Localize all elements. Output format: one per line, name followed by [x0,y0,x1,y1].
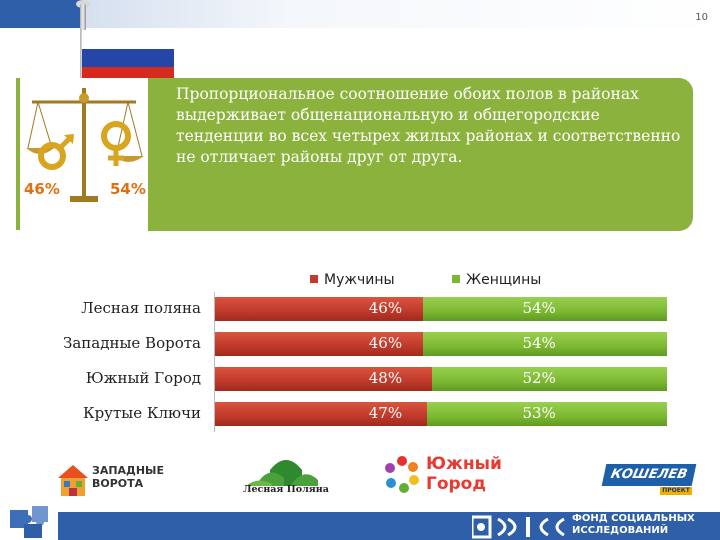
legend-item-female: Женщины [452,272,541,288]
logo-zapadnye-line2: ВОРОТА [92,477,144,490]
top-band [0,0,720,28]
bar-male [215,367,432,391]
footer-bar [58,512,720,540]
legend-swatch-male [310,275,318,283]
logo-yuzhny-line2: Город [426,474,487,494]
legend-label-female: Женщины [466,272,542,288]
bar-data-label: 46% [368,299,403,317]
female-percent: 54% [110,180,146,198]
footer-line1: ФОНД СОЦИАЛЬНЫХ [572,513,695,524]
callout-text: Пропорциональное соотношение обоих полов… [176,85,681,166]
top-left-block [0,0,82,28]
bar-female [431,367,667,391]
legend-item-male: Мужчины [310,272,395,288]
category-label: Южный Город [85,369,201,387]
callout-box [148,78,693,231]
category-label: Западные Ворота [63,334,201,352]
fso-logo-icon [472,515,565,539]
logo-zapadnye-line1: ЗАПАДНЫЕ [92,464,164,477]
page-number: 10 [695,12,708,23]
legend-swatch-female [452,275,460,283]
bar-data-label: 52% [522,369,556,387]
category-label: Крутые Ключи [82,404,201,422]
logo-zapadnye-vorota: ЗАПАДНЫЕ ВОРОТА [56,460,164,500]
puzzle-icon [10,506,48,538]
bar-data-label: 46% [368,334,403,352]
category-label: Лесная поляна [81,299,201,317]
scales-icon [26,88,144,202]
chart-axis [214,292,215,432]
logo-koshelev-sub: ПРОЕКТ [660,487,692,495]
bar-data-label: 48% [368,369,403,387]
trees-icon [246,460,318,486]
bar-data-label: 54% [522,334,556,352]
house-icon [58,465,88,496]
logo-yuzhny-gorod: Южный Город [382,454,502,498]
bar-female [422,297,667,321]
male-percent: 46% [24,180,60,198]
bar-male [215,297,423,321]
bar-female [427,402,667,426]
footer-line2: ИССЛЕДОВАНИЙ [572,525,669,536]
chart-legend: Мужчины Женщины [0,272,720,292]
logo-koshelev: КОШЕЛЕВ ПРОЕКТ [601,462,697,496]
logo-koshelev-text: КОШЕЛЕВ [601,464,697,486]
bar-female [422,332,667,356]
scales-panel [16,78,148,230]
logo-lesnaya-polyana: Лесная Поляна [240,450,332,502]
footer-org-name: ФОНД СОЦИАЛЬНЫХ ИССЛЕДОВАНИЙ [572,513,695,537]
legend-label-male: Мужчины [324,272,395,288]
bar-data-label: 53% [522,404,556,422]
bar-male [215,402,428,426]
sun-flower-icon [385,456,419,493]
logo-yuzhny-line1: Южный [426,454,502,474]
bar-male [215,332,423,356]
bar-data-label: 47% [368,404,403,422]
bar-data-label: 54% [522,299,556,317]
logo-lesnaya-text: Лесная Поляна [243,484,329,495]
